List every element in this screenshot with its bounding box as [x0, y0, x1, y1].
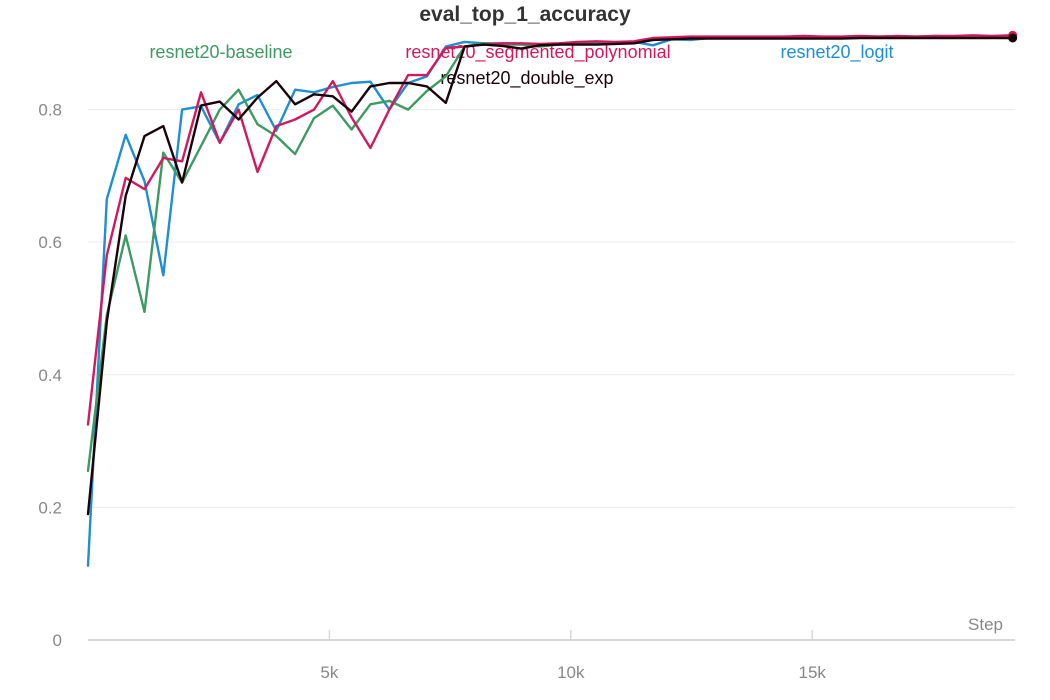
y-tick-label: 0	[53, 631, 62, 650]
chart-title: eval_top_1_accuracy	[419, 3, 631, 26]
legend-entry: resnet20-baseline	[149, 42, 292, 62]
y-tick-label: 0.8	[38, 101, 62, 120]
series-end-marker	[1008, 33, 1018, 43]
y-axis: 0 0.2 0.4 0.6 0.8	[38, 101, 62, 650]
x-tick-label: 15k	[799, 663, 827, 682]
series-line-resnet20_double_exp	[86, 36, 1012, 516]
y-tick-label: 0.2	[38, 498, 62, 517]
series-line-resnet20_logit	[86, 35, 1012, 567]
legend-entry: resnet20_double_exp	[440, 68, 613, 89]
series-line-resnet20-baseline	[86, 34, 1012, 473]
legend-entry: resnet20_segmented_polynomial	[405, 42, 670, 63]
y-tick-label: 0.6	[38, 233, 62, 252]
legend-entry: resnet20_logit	[780, 42, 893, 63]
x-axis: 5k 10k 15k	[88, 630, 1015, 682]
gridlines	[88, 109, 1015, 508]
x-tick-label: 5k	[320, 663, 338, 682]
plot-area	[86, 30, 1018, 567]
legend: resnet20-baseline resnet20_segmented_poly…	[149, 42, 893, 89]
x-axis-title: Step	[968, 615, 1003, 634]
y-tick-label: 0.4	[38, 366, 62, 385]
series-line-resnet20_segmented_polynomial	[86, 34, 1012, 426]
x-tick-label: 10k	[557, 663, 585, 682]
